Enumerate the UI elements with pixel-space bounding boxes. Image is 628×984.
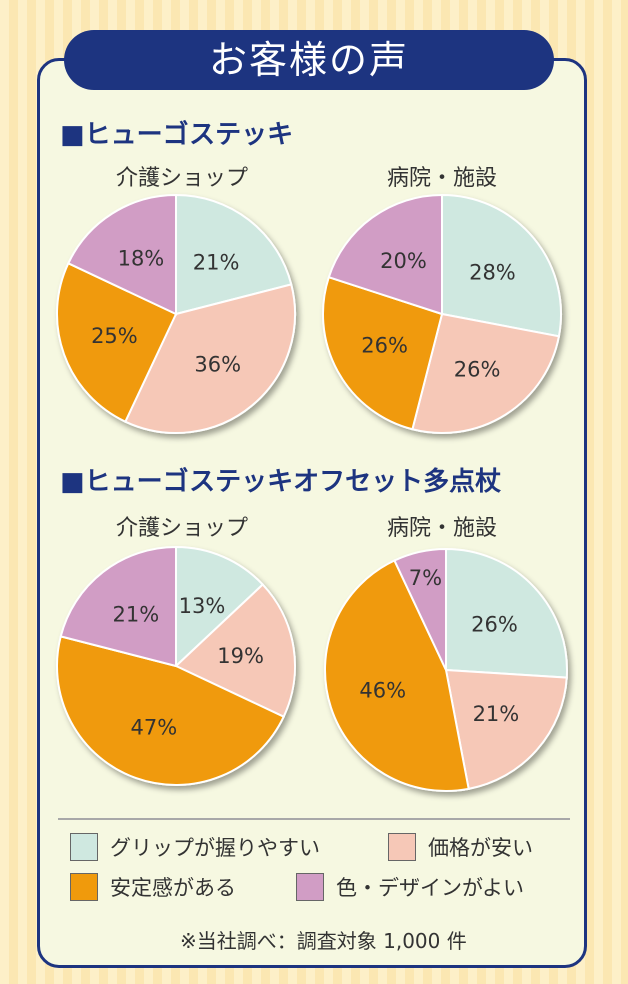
pie-3-label-design: 21% — [113, 602, 160, 626]
pie-3-label-grip: 13% — [179, 594, 226, 618]
pie-3-title: 介護ショップ — [115, 516, 248, 541]
legend-divider — [58, 818, 570, 820]
pie-1-slice-price — [124, 283, 296, 434]
pie-1-label-design: 18% — [118, 247, 165, 271]
pie-1-label-price: 36% — [194, 352, 241, 376]
pie-3-slice-design — [59, 545, 177, 668]
section-title-stick: ■ヒューゴステッキ — [60, 120, 294, 150]
pie-4-slice-price — [444, 668, 568, 791]
pie-4-slice-stable — [324, 559, 470, 792]
pie-2-label-price: 26% — [454, 357, 501, 381]
page-title: お客様の声 — [64, 30, 554, 90]
pie-1-slice-design — [66, 193, 177, 316]
legend-swatch-price — [388, 833, 416, 861]
pie-3-label-price: 19% — [217, 644, 264, 668]
pie-2-slice-price — [411, 312, 561, 434]
pie-4-slice-grip — [445, 547, 568, 679]
legend-label-stable: 安定感がある — [110, 876, 236, 900]
pie-4-label-price: 21% — [473, 702, 520, 726]
pie-4-label-stable: 46% — [359, 679, 406, 703]
pie-1-title: 介護ショップ — [115, 166, 248, 191]
pie-4-slice-design — [393, 547, 447, 671]
pie-1-slice-stable — [56, 262, 178, 424]
pie-4-label-grip: 26% — [471, 612, 518, 636]
pie-2-label-stable: 26% — [361, 334, 408, 358]
legend-swatch-stable — [70, 873, 98, 901]
legend-item-design: 色・デザインがよい — [296, 872, 524, 902]
legend-label-price: 価格が安い — [428, 836, 533, 860]
pie-2-title: 病院・施設 — [386, 166, 497, 191]
pie-3-slice-stable — [56, 635, 286, 786]
pie-chart-2: 28% 26% 26% 20% — [322, 193, 562, 434]
pie-2-slice-design — [327, 193, 443, 316]
pie-2-label-grip: 28% — [469, 260, 516, 284]
pie-2-slice-stable — [322, 275, 444, 431]
legend-item-stable: 安定感がある — [70, 872, 236, 902]
legend-label-grip: グリップが握りやすい — [110, 836, 320, 860]
pie-1-label-grip: 21% — [193, 250, 240, 274]
pie-3-slice-grip — [175, 545, 265, 669]
pie-2-label-design: 20% — [380, 249, 427, 273]
legend-item-price: 価格が安い — [388, 832, 533, 862]
section-title-offset-stick: ■ヒューゴステッキオフセット多点杖 — [60, 467, 502, 497]
legend-swatch-grip — [70, 833, 98, 861]
pie-chart-4: 26% 21% 46% 7% — [324, 547, 568, 792]
pie-chart-1: 21% 36% 25% 18% — [56, 193, 296, 434]
survey-footnote: ※当社調べ：調査対象 1,000 件 — [180, 929, 467, 953]
pie-4-title: 病院・施設 — [386, 516, 497, 541]
pie-3-slice-price — [174, 583, 296, 718]
legend-swatch-design — [296, 873, 324, 901]
pie-3-label-stable: 47% — [130, 716, 177, 740]
pie-1-label-stable: 25% — [91, 324, 138, 348]
legend-item-grip: グリップが握りやすい — [70, 832, 320, 862]
pie-2-slice-grip — [441, 193, 562, 338]
pie-1-slice-grip — [175, 193, 293, 316]
pie-chart-3: 13% 19% 47% 21% — [56, 545, 296, 786]
legend-label-design: 色・デザインがよい — [336, 876, 524, 900]
pie-4-label-design: 7% — [409, 566, 442, 590]
